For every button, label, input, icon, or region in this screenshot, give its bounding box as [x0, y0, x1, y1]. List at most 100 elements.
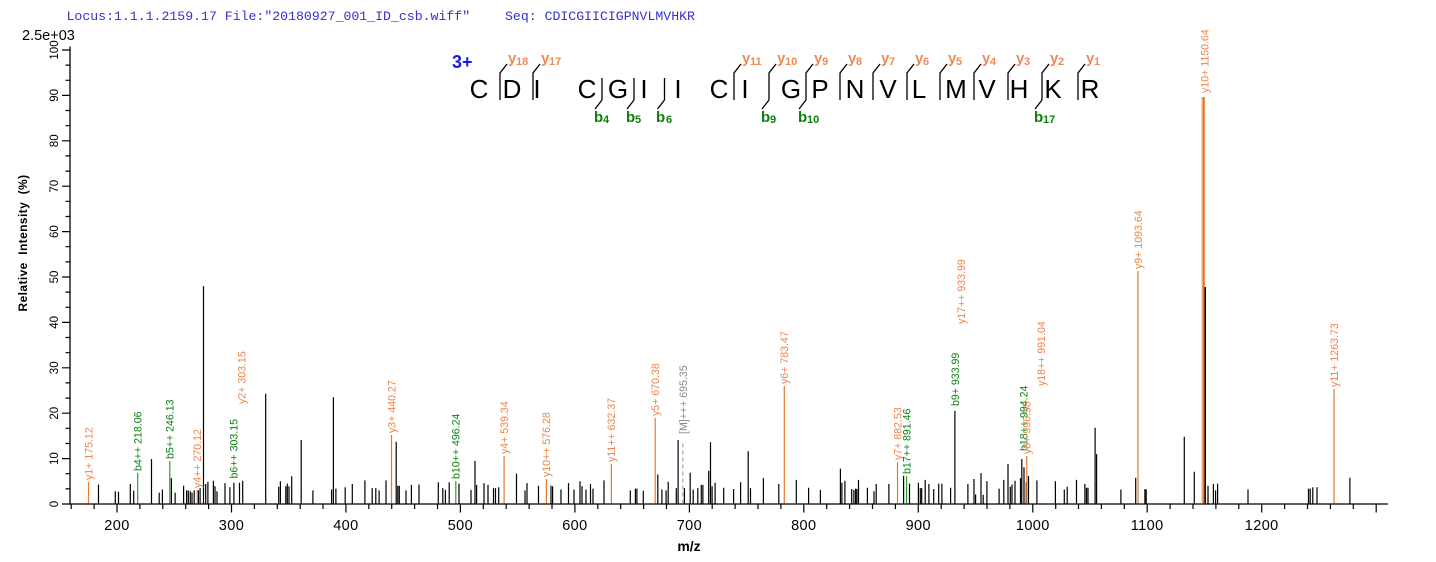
svg-text:2.5e+03: 2.5e+03 [22, 28, 75, 44]
svg-text:6: 6 [666, 114, 672, 126]
svg-text:y17++ 933.99: y17++ 933.99 [956, 259, 968, 324]
svg-text:y: y [848, 50, 857, 67]
svg-text:y18++ 991.04: y18++ 991.04 [1036, 321, 1048, 386]
svg-text:60: 60 [49, 225, 61, 238]
svg-text:500: 500 [448, 518, 473, 534]
svg-text:b5++ 246.13: b5++ 246.13 [165, 399, 177, 459]
svg-text:10: 10 [49, 452, 61, 465]
svg-text:y: y [982, 50, 991, 67]
svg-text:b: b [594, 109, 603, 126]
svg-text:90: 90 [49, 89, 61, 102]
svg-text:I: I [741, 74, 748, 104]
svg-text:b9+ 933.99: b9+ 933.99 [950, 353, 962, 406]
svg-text:R: R [1081, 74, 1100, 104]
svg-text:C: C [710, 74, 729, 104]
svg-text:[M]+++ 695.35: [M]+++ 695.35 [678, 365, 690, 434]
svg-text:y: y [541, 50, 550, 67]
svg-text:200: 200 [104, 518, 129, 534]
svg-text:900: 900 [906, 518, 931, 534]
svg-text:y: y [915, 50, 924, 67]
svg-text:Relative Intensity (%): Relative Intensity (%) [16, 175, 30, 312]
svg-text:50: 50 [49, 271, 61, 284]
svg-text:y3+ 440.27: y3+ 440.27 [386, 380, 398, 433]
svg-text:y4++ 270.12: y4++ 270.12 [192, 429, 204, 488]
svg-text:1200: 1200 [1245, 518, 1279, 534]
svg-text:y10+ 1150.64: y10+ 1150.64 [1200, 29, 1212, 93]
svg-text:5: 5 [956, 56, 962, 68]
svg-text:800: 800 [791, 518, 816, 534]
svg-text:y11+ 1263.73: y11+ 1263.73 [1329, 323, 1341, 387]
svg-text:400: 400 [333, 518, 358, 534]
svg-text:100: 100 [49, 40, 61, 59]
svg-text:1100: 1100 [1131, 518, 1164, 534]
svg-text:M: M [945, 74, 967, 104]
svg-text:b6++ 303.15: b6++ 303.15 [228, 419, 240, 479]
svg-text:700: 700 [677, 518, 702, 534]
svg-text:y10++ 576.28: y10++ 576.28 [541, 412, 553, 477]
svg-text:4: 4 [603, 114, 610, 126]
svg-text:b18++ 994.24: b18++ 994.24 [1018, 385, 1030, 451]
svg-text:D: D [503, 74, 522, 104]
svg-text:b17++ 891.46: b17++ 891.46 [901, 408, 913, 474]
svg-text:y9+ 1093.64: y9+ 1093.64 [1133, 210, 1145, 269]
svg-text:600: 600 [562, 518, 587, 534]
svg-text:y: y [814, 50, 823, 67]
svg-text:b10++ 496.24: b10++ 496.24 [451, 413, 463, 479]
svg-text:y: y [742, 50, 751, 67]
svg-text:C: C [470, 74, 489, 104]
svg-text:3: 3 [1024, 56, 1030, 68]
svg-text:y: y [881, 50, 890, 67]
svg-text:y4+ 539.34: y4+ 539.34 [499, 401, 511, 454]
svg-text:9: 9 [822, 56, 828, 68]
svg-text:y: y [777, 50, 786, 67]
svg-text:18: 18 [516, 56, 528, 68]
svg-text:Seq: CDICGIICIGPNVLMVHKR: Seq: CDICGIICIGPNVLMVHKR [505, 9, 695, 24]
svg-text:4: 4 [990, 56, 997, 68]
svg-text:10: 10 [807, 114, 819, 126]
svg-text:y: y [508, 50, 517, 67]
svg-text:17: 17 [549, 56, 561, 68]
svg-text:y11++ 632.37: y11++ 632.37 [606, 398, 618, 462]
svg-text:b: b [798, 109, 807, 126]
svg-text:1000: 1000 [1016, 518, 1050, 534]
svg-text:5: 5 [635, 114, 641, 126]
svg-text:6: 6 [923, 56, 929, 68]
svg-text:17: 17 [1043, 114, 1055, 126]
svg-text:Locus:1.1.1.2159.17 File:"2018: Locus:1.1.1.2159.17 File:"20180927_001_I… [67, 9, 471, 24]
svg-text:y5+ 670.38: y5+ 670.38 [650, 363, 662, 416]
svg-text:y: y [948, 50, 957, 67]
svg-text:9: 9 [770, 114, 776, 126]
svg-text:11: 11 [750, 56, 762, 68]
svg-text:y2+ 303.15: y2+ 303.15 [236, 351, 248, 404]
svg-text:300: 300 [219, 518, 244, 534]
svg-text:y8+ 996.58: y8+ 996.58 [1022, 401, 1034, 454]
svg-text:70: 70 [49, 180, 61, 193]
svg-text:y: y [1050, 50, 1059, 67]
svg-text:b: b [761, 109, 770, 126]
svg-text:I: I [533, 74, 540, 104]
svg-text:y7+ 882.53: y7+ 882.53 [892, 407, 904, 460]
svg-text:P: P [811, 74, 828, 104]
svg-text:b4++ 218.06: b4++ 218.06 [133, 411, 145, 471]
svg-text:V: V [978, 74, 996, 104]
svg-text:I: I [640, 74, 647, 104]
svg-text:2: 2 [1058, 56, 1064, 68]
svg-text:N: N [846, 74, 865, 104]
svg-text:I: I [674, 74, 681, 104]
svg-text:b: b [1034, 109, 1043, 126]
svg-text:H: H [1010, 74, 1029, 104]
svg-text:0: 0 [49, 501, 61, 507]
svg-text:b: b [626, 109, 635, 126]
svg-text:L: L [912, 74, 926, 104]
svg-text:y: y [1086, 50, 1095, 67]
svg-text:y: y [1016, 50, 1025, 67]
svg-text:7: 7 [889, 56, 895, 68]
svg-text:G: G [781, 74, 801, 104]
svg-text:m/z: m/z [677, 538, 700, 554]
svg-text:C: C [578, 74, 597, 104]
svg-text:V: V [879, 74, 897, 104]
svg-text:40: 40 [49, 316, 61, 329]
svg-text:b: b [656, 109, 665, 126]
svg-text:8: 8 [856, 56, 862, 68]
svg-text:30: 30 [49, 361, 61, 374]
